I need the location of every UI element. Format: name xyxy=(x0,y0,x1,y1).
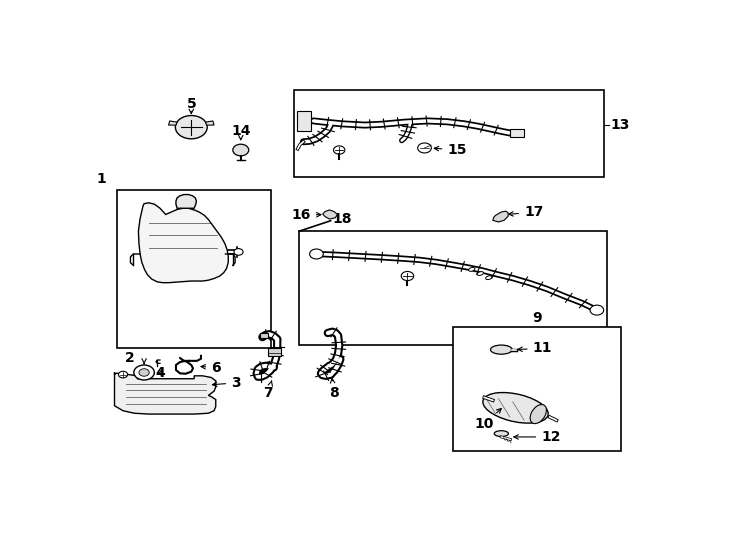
Ellipse shape xyxy=(477,272,484,275)
Bar xyxy=(510,129,524,137)
Text: 14: 14 xyxy=(231,124,250,138)
Circle shape xyxy=(139,369,149,376)
Ellipse shape xyxy=(490,345,512,354)
Circle shape xyxy=(118,371,128,378)
Ellipse shape xyxy=(494,431,509,436)
Polygon shape xyxy=(493,211,508,222)
Text: 17: 17 xyxy=(509,205,543,219)
Bar xyxy=(453,327,621,451)
Text: 11: 11 xyxy=(518,341,552,355)
Text: 15: 15 xyxy=(435,143,467,157)
Polygon shape xyxy=(176,194,197,208)
Ellipse shape xyxy=(483,393,548,423)
Circle shape xyxy=(401,272,414,281)
Text: 6: 6 xyxy=(201,361,221,375)
Text: 13: 13 xyxy=(611,118,630,132)
Bar xyxy=(117,190,271,348)
Circle shape xyxy=(175,116,207,139)
Ellipse shape xyxy=(468,267,475,271)
Bar xyxy=(297,111,310,131)
Bar xyxy=(294,90,603,177)
Circle shape xyxy=(310,249,323,259)
Circle shape xyxy=(234,248,243,255)
Text: 9: 9 xyxy=(532,310,542,325)
Circle shape xyxy=(590,305,603,315)
Bar xyxy=(260,333,267,339)
Circle shape xyxy=(418,143,432,153)
Text: 7: 7 xyxy=(264,381,273,400)
Bar xyxy=(268,348,280,356)
Text: 10: 10 xyxy=(475,408,501,431)
Text: 3: 3 xyxy=(212,376,241,390)
Polygon shape xyxy=(139,203,228,282)
Circle shape xyxy=(333,146,345,154)
Circle shape xyxy=(134,365,154,380)
Polygon shape xyxy=(115,373,216,414)
Polygon shape xyxy=(169,121,177,125)
Text: 4: 4 xyxy=(155,366,165,380)
Polygon shape xyxy=(206,121,214,125)
Text: 1: 1 xyxy=(96,172,106,186)
Ellipse shape xyxy=(530,404,546,423)
Circle shape xyxy=(233,144,249,156)
Text: 16: 16 xyxy=(291,208,321,222)
Text: 5: 5 xyxy=(186,97,196,111)
Text: 18: 18 xyxy=(333,212,352,226)
Polygon shape xyxy=(323,210,338,219)
Text: 2: 2 xyxy=(125,351,135,365)
Text: 8: 8 xyxy=(329,379,338,400)
Text: 12: 12 xyxy=(514,430,561,444)
Polygon shape xyxy=(299,231,606,346)
Ellipse shape xyxy=(486,276,492,280)
